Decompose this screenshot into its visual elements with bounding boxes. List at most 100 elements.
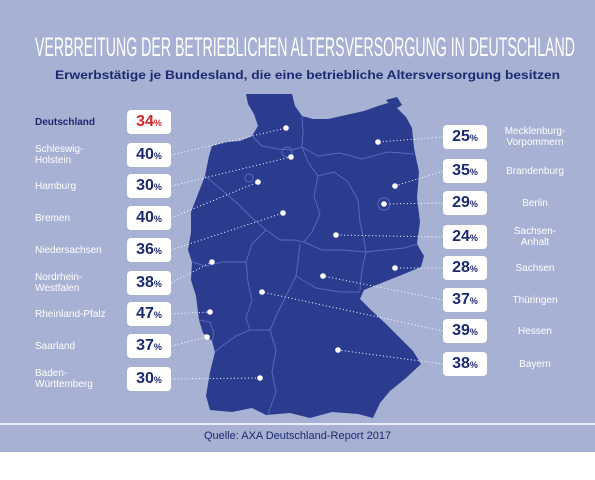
value-box-berlin: 29% [443,191,487,215]
state-label-sachsen: Sachsen [515,262,555,274]
state-value: 37 [452,291,470,308]
germany-outline [188,94,424,418]
source-note: Quelle: AXA Deutschland-Report 2017 [203,430,392,442]
value-box-bremen: 40% [127,206,171,230]
state-label-saarland: Saarland [35,340,76,352]
state-value: 38 [136,274,154,291]
dot-baden-wuerttemberg [257,375,263,381]
value-box-thueringen: 37% [443,288,487,312]
map-graphic: VERBREITUNG DER BETRIEBLICHEN ALTERSVERS… [0,32,595,425]
percent-sign: % [153,246,162,256]
state-label-rheinland-pfalz: Rheinland-Pfalz [35,308,106,320]
leader-line-sachsen-anhalt [335,234,444,238]
border-nordrhein-westfalen-rheinland-pfalz [191,261,246,267]
dot-brandenburg [392,183,398,189]
percent-sign: % [153,342,162,352]
dot-niedersachsen [280,210,286,216]
border-rheinland-pfalz-baden-wuerttemberg [214,329,251,353]
value-box-hessen: 39% [443,319,487,343]
state-value: 30 [136,370,154,387]
border-sachsen-anhalt-brandenburg [317,171,367,253]
leader-line-mecklenburg-vorpommern [377,136,444,143]
state-label-niedersachsen: Niedersachsen [35,244,102,256]
state-value: 35 [452,162,470,179]
dot-berlin [381,201,387,207]
value-box-rheinland-pfalz: 47% [127,302,171,326]
state-value: 25 [452,128,470,145]
border-niedersachsen-nordrhein-westfalen [204,175,305,243]
dot-sachsen [392,265,398,271]
value-box-bayern: 38% [443,352,487,376]
border-mecklenburg-south [301,146,415,160]
state-value: 24 [452,228,470,245]
border-schleswig-holstein-mecklenburg [301,115,304,148]
value-box-sachsen: 28% [443,256,487,280]
border-sachsen-brandenburg [365,243,419,253]
state-value: 29 [452,194,470,211]
value-box-sachsen-anhalt: 24% [443,225,487,249]
value-box-hamburg: 30% [127,174,171,198]
dot-thueringen [320,273,326,279]
state-label-baden-wuerttemberg: Baden- Württemberg [35,368,93,390]
value-box-baden-wuerttemberg: 30% [127,367,171,391]
percent-sign: % [469,167,478,177]
state-label-hessen: Hessen [518,325,552,337]
state-label-mecklenburg-vorpommern: Mecklenburg- Vorpommern [504,126,566,148]
percent-sign: % [469,233,478,243]
dot-hessen [259,289,265,295]
value-box-saarland: 37% [127,334,171,358]
value-box-niedersachsen: 36% [127,238,171,262]
leader-lines [170,127,444,380]
state-value: 40 [136,146,154,163]
leader-line-bayern [337,349,444,365]
border-hamburg [281,146,293,158]
percent-sign: % [469,264,478,274]
percent-sign: % [469,133,478,143]
value-box-deutschland: 34% [127,110,171,134]
border-bremen [244,173,254,183]
percent-sign: % [469,199,478,209]
national-label: Deutschland [35,116,96,128]
state-label-sachsen-anhalt: Sachsen- Anhalt [513,226,557,248]
border-hessen-thueringen [295,243,301,277]
dot-bayern [335,347,341,353]
leader-line-baden-wuerttemberg [170,377,261,380]
percent-sign: % [469,360,478,370]
dot-rheinland-pfalz [207,309,213,315]
national-value: 34 [136,113,154,130]
state-label-nordrhein-westfalen: Nordrhein- Westfalen [35,272,83,294]
leader-line-thueringen [322,275,444,301]
border-hessen-west [245,229,267,331]
value-box-schleswig-holstein: 40% [127,143,171,167]
state-value: 36 [136,241,154,258]
state-label-bremen: Bremen [35,212,71,224]
leader-line-schleswig-holstein [170,127,287,156]
value-box-mecklenburg-vorpommern: 25% [443,125,487,149]
dot-bremen [255,179,261,185]
state-value: 37 [136,337,154,354]
dot-saarland [204,334,210,340]
leader-line-hessen [261,291,444,332]
leader-line-niedersachsen [170,212,284,251]
value-box-nordrhein-westfalen: 38% [127,271,171,295]
state-value: 39 [452,322,470,339]
border-schleswig-holstein-south [251,135,303,151]
leader-line-nordrhein-westfalen [170,261,213,284]
percent-sign: % [153,214,162,224]
subtitle: Erwerbstätige je Bundesland, die eine be… [55,68,560,82]
state-label-berlin: Berlin [522,197,548,209]
state-value: 40 [136,209,154,226]
ruegen-island [386,97,402,110]
dot-sachsen-anhalt [333,232,339,238]
border-thueringen-bayern [295,275,360,293]
percent-sign: % [153,118,162,128]
state-value: 47 [136,305,154,322]
percent-sign: % [469,327,478,337]
dot-hamburg [288,154,294,160]
value-box-brandenburg: 35% [443,159,487,183]
state-dots [204,125,398,381]
percent-sign: % [153,310,162,320]
title: VERBREITUNG DER BETRIEBLICHEN ALTERSVERS… [35,32,575,62]
dot-schleswig-holstein [283,125,289,131]
